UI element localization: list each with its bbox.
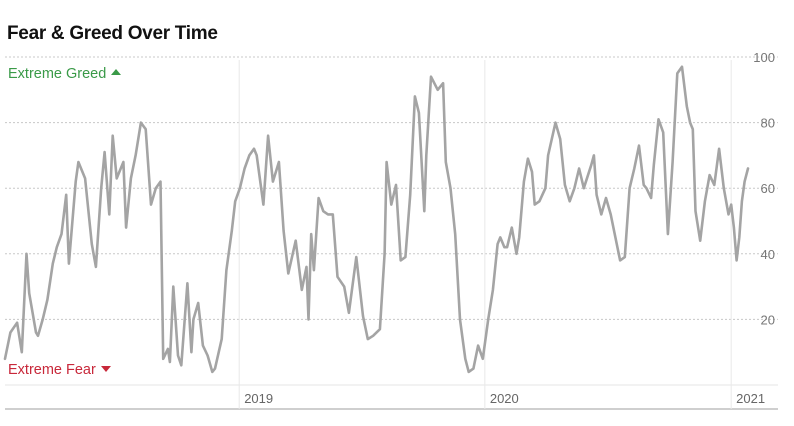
- y-tick-layer: 20 40 60 80 100: [753, 50, 775, 327]
- x-tick-label-2021: 2021: [736, 391, 765, 406]
- extreme-greed-label: Extreme Greed: [8, 66, 122, 82]
- extreme-fear-text: Extreme Fear: [8, 362, 96, 378]
- triangle-down-icon: [100, 366, 111, 373]
- y-tick-label-100: 100: [753, 50, 775, 65]
- y-tick-label-40: 40: [761, 247, 775, 262]
- fear-greed-series-line: [3, 65, 750, 374]
- grid-layer: [5, 56, 778, 410]
- x-tick-label-2020: 2020: [490, 391, 519, 406]
- triangle-up-icon: [111, 69, 122, 76]
- x-tick-layer: 2019 2020 2021: [238, 60, 765, 409]
- extreme-fear-label: Extreme Fear: [8, 362, 111, 378]
- extreme-greed-text: Extreme Greed: [8, 66, 107, 82]
- y-tick-label-20: 20: [761, 312, 775, 327]
- y-tick-label-80: 80: [761, 116, 775, 131]
- chart-title: Fear & Greed Over Time: [7, 23, 218, 44]
- y-tick-label-60: 60: [761, 181, 775, 196]
- x-tick-label-2019: 2019: [244, 391, 273, 406]
